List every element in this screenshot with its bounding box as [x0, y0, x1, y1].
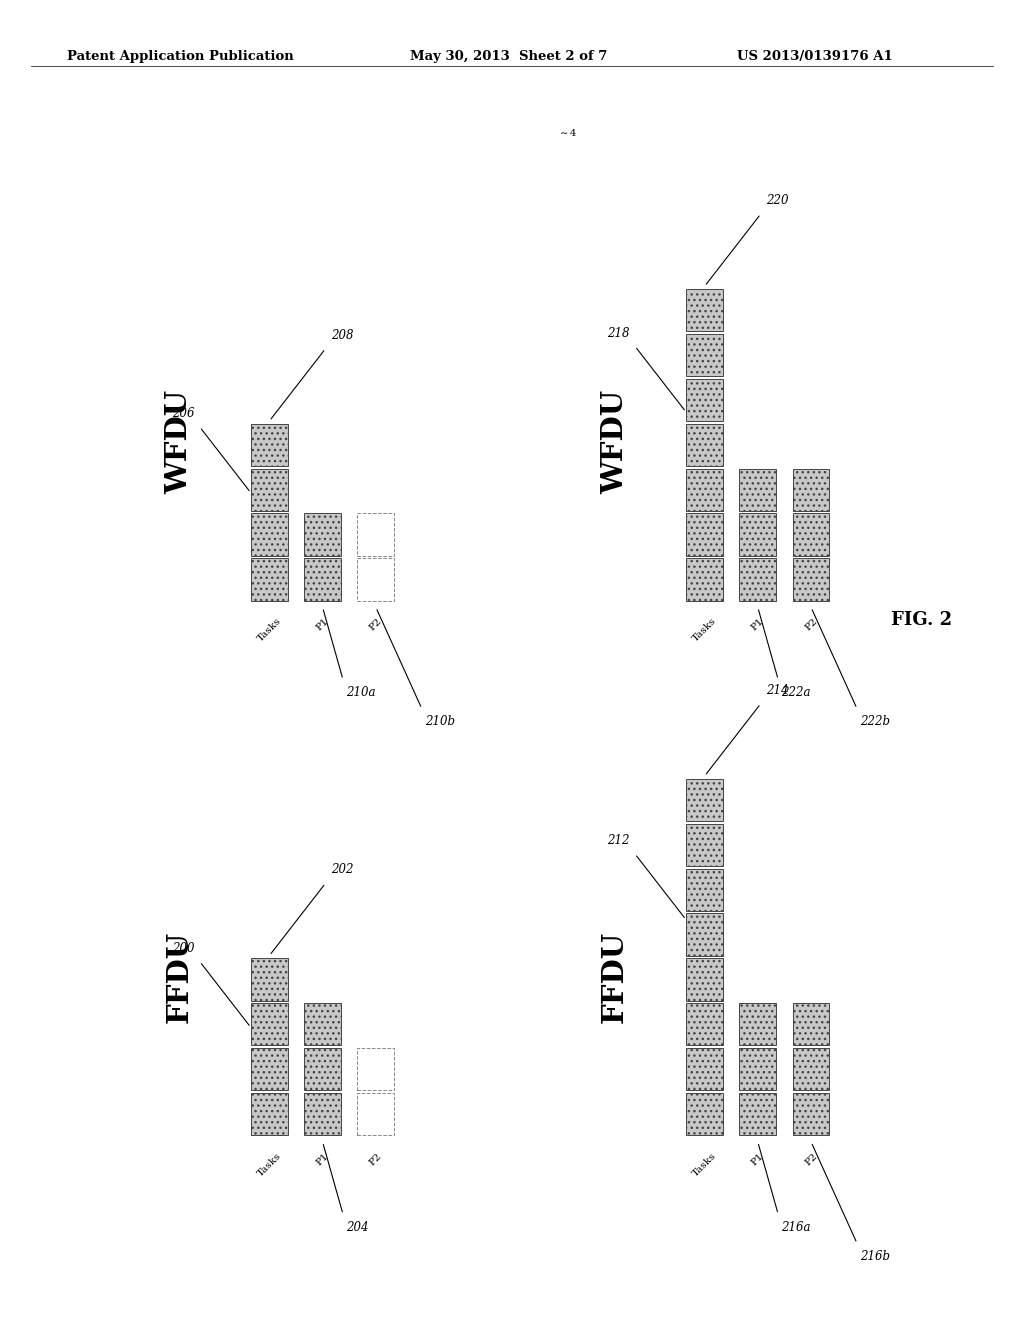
Text: P1: P1	[314, 616, 331, 632]
Bar	[739, 513, 776, 556]
Text: 214: 214	[766, 684, 788, 697]
Text: Patent Application Publication: Patent Application Publication	[67, 50, 293, 63]
Text: May 30, 2013  Sheet 2 of 7: May 30, 2013 Sheet 2 of 7	[410, 50, 607, 63]
Bar	[357, 1093, 394, 1135]
Bar	[304, 1093, 341, 1135]
Bar	[251, 1003, 288, 1045]
Text: FFDU: FFDU	[165, 931, 194, 1023]
Bar	[357, 513, 394, 556]
Text: P2: P2	[368, 616, 384, 632]
Text: 204: 204	[346, 1221, 369, 1234]
Bar	[686, 1003, 723, 1045]
Bar	[686, 424, 723, 466]
Text: FIG. 2: FIG. 2	[891, 611, 952, 630]
Bar	[739, 469, 776, 511]
Bar	[686, 779, 723, 821]
Text: P2: P2	[803, 616, 819, 632]
Text: 216b: 216b	[860, 1250, 890, 1263]
Bar	[251, 1048, 288, 1090]
Text: 200: 200	[172, 942, 195, 954]
Bar	[793, 1048, 829, 1090]
Bar	[304, 558, 341, 601]
Text: P2: P2	[803, 1151, 819, 1167]
Bar	[739, 558, 776, 601]
Bar	[793, 513, 829, 556]
Text: P1: P1	[750, 1151, 766, 1167]
Bar	[739, 1048, 776, 1090]
Text: 218: 218	[607, 326, 630, 339]
Text: 222b: 222b	[860, 715, 890, 729]
Bar	[251, 558, 288, 601]
Text: US 2013/0139176 A1: US 2013/0139176 A1	[737, 50, 893, 63]
Bar	[251, 1093, 288, 1135]
Text: Tasks: Tasks	[256, 616, 283, 644]
Bar	[251, 469, 288, 511]
Bar	[304, 513, 341, 556]
Text: 210b: 210b	[425, 715, 455, 729]
Text: 210a: 210a	[346, 686, 376, 700]
Text: 222a: 222a	[781, 686, 811, 700]
Text: $\sim$4: $\sim$4	[558, 127, 579, 137]
Text: P2: P2	[368, 1151, 384, 1167]
Text: P1: P1	[750, 616, 766, 632]
Text: WFDU: WFDU	[165, 391, 194, 494]
Text: Tasks: Tasks	[691, 1151, 718, 1179]
Bar	[251, 424, 288, 466]
Bar	[357, 558, 394, 601]
Bar	[793, 1093, 829, 1135]
Text: 212: 212	[607, 834, 630, 847]
Bar	[686, 869, 723, 911]
Bar	[686, 558, 723, 601]
Text: Tasks: Tasks	[256, 1151, 283, 1179]
Bar	[304, 1003, 341, 1045]
Bar	[686, 513, 723, 556]
Bar	[357, 1048, 394, 1090]
Text: P1: P1	[314, 1151, 331, 1167]
Text: 208: 208	[331, 329, 353, 342]
Text: 220: 220	[766, 194, 788, 207]
Text: FFDU: FFDU	[600, 931, 629, 1023]
Text: 216a: 216a	[781, 1221, 811, 1234]
Bar	[686, 913, 723, 956]
Bar	[739, 1003, 776, 1045]
Bar	[251, 513, 288, 556]
Bar	[686, 469, 723, 511]
Bar	[686, 1093, 723, 1135]
Bar	[686, 824, 723, 866]
Bar	[304, 1048, 341, 1090]
Bar	[793, 558, 829, 601]
Bar	[686, 958, 723, 1001]
Bar	[686, 289, 723, 331]
Bar	[686, 334, 723, 376]
Text: 202: 202	[331, 863, 353, 876]
Text: WFDU: WFDU	[600, 391, 629, 494]
Text: Tasks: Tasks	[691, 616, 718, 644]
Bar	[793, 1003, 829, 1045]
Text: 206: 206	[172, 408, 195, 420]
Bar	[739, 1093, 776, 1135]
Bar	[251, 958, 288, 1001]
Bar	[686, 1048, 723, 1090]
Bar	[793, 469, 829, 511]
Bar	[686, 379, 723, 421]
